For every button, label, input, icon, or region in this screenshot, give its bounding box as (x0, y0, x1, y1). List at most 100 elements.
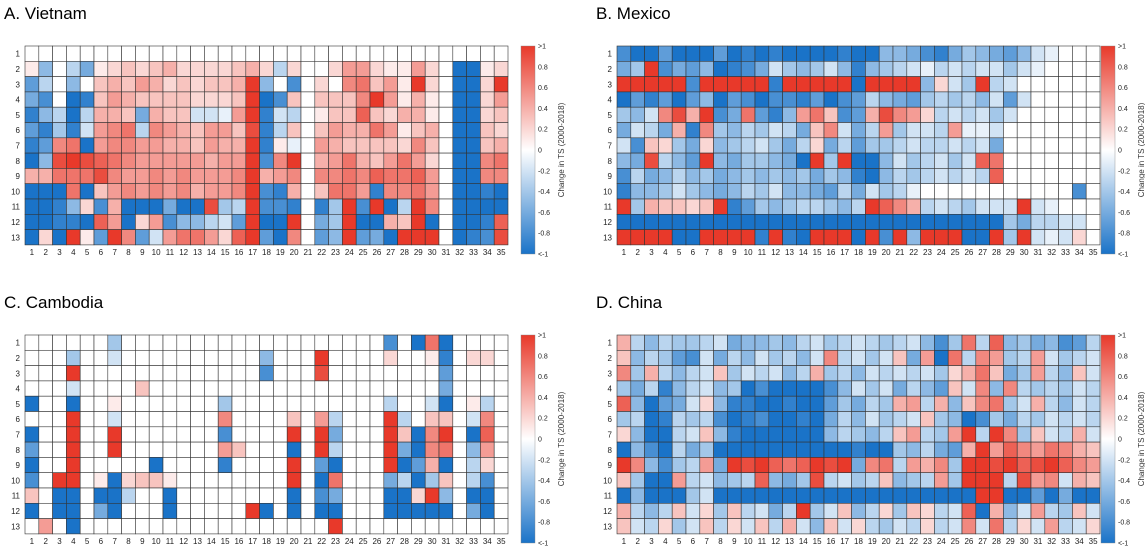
heatmap-cell (121, 106, 136, 123)
heatmap-cell (79, 334, 95, 351)
heatmap-cell (204, 334, 219, 351)
heatmap-cell (369, 91, 385, 108)
heatmap-cell (1030, 380, 1046, 397)
heatmap-cell (493, 380, 509, 397)
heatmap-cell (286, 395, 302, 412)
heatmap-cell (740, 76, 756, 93)
heatmap-cell (1044, 365, 1059, 382)
heatmap-cell (66, 426, 81, 443)
heatmap-cell (355, 45, 371, 62)
heatmap-cell (906, 229, 921, 246)
heatmap-cell (713, 395, 728, 412)
heatmap-cell (24, 168, 40, 184)
heatmap-cell (934, 45, 949, 62)
heatmap-cell (878, 45, 894, 62)
heatmap-cell (685, 91, 701, 108)
heatmap-cell (644, 518, 659, 535)
heatmap-cell (878, 457, 894, 473)
heatmap-cell (961, 60, 977, 77)
heatmap-cell (217, 198, 233, 215)
heatmap-cell (38, 137, 53, 154)
heatmap-cell (699, 229, 714, 246)
heatmap-cell (397, 334, 412, 351)
colorbar-tick-label: -0.2 (1118, 457, 1130, 464)
heatmap-cell (685, 487, 701, 504)
heatmap-cell (892, 60, 908, 77)
heatmap-cell (906, 334, 921, 351)
heatmap-cell (1058, 168, 1073, 184)
heatmap-cell (920, 122, 935, 139)
heatmap-cell (383, 229, 398, 246)
heatmap-cell (121, 426, 136, 443)
heatmap-cell (740, 349, 756, 366)
heatmap-cell (493, 441, 509, 458)
col-tick-label: 3 (57, 248, 62, 257)
heatmap-cell (892, 365, 908, 382)
heatmap-cell (644, 426, 659, 443)
heatmap-cell (286, 472, 302, 489)
heatmap-cell (383, 45, 398, 62)
heatmap-cell (148, 487, 164, 504)
row-tick-label: 4 (16, 96, 21, 105)
heatmap-cell (989, 365, 1004, 382)
heatmap-cell (162, 380, 178, 397)
heatmap-cell (286, 152, 302, 169)
heatmap-cell (52, 76, 67, 93)
col-tick-label: 30 (428, 537, 437, 546)
heatmap-cell (1003, 518, 1018, 535)
heatmap-cell (231, 502, 247, 519)
heatmap-cell (920, 518, 935, 535)
heatmap-cell (369, 457, 385, 473)
heatmap-cell (300, 106, 316, 123)
heatmap-cell (1003, 106, 1018, 123)
heatmap-cell (190, 137, 205, 154)
heatmap-cell (671, 214, 687, 230)
heatmap-cell (286, 426, 302, 443)
heatmap-cell (1030, 137, 1046, 154)
heatmap-cell (1016, 472, 1032, 489)
heatmap-cell (438, 60, 454, 77)
heatmap-cell (24, 502, 40, 519)
col-tick-label: 5 (85, 248, 90, 257)
heatmap-cell (438, 441, 454, 458)
heatmap-cell (740, 122, 756, 139)
heatmap-cell (920, 168, 935, 184)
heatmap-cell (713, 457, 728, 473)
heatmap-cell (66, 198, 81, 215)
col-tick-label: 14 (799, 537, 808, 546)
col-tick-label: 7 (112, 248, 117, 257)
heatmap-cell (671, 472, 687, 489)
col-tick-label: 8 (126, 537, 131, 546)
heatmap-cell (837, 168, 852, 184)
heatmap-cell (190, 472, 205, 489)
heatmap-cell (768, 152, 783, 169)
heatmap-cell (865, 91, 880, 108)
heatmap-cell (411, 349, 426, 366)
heatmap-cell (452, 334, 467, 351)
heatmap-cell (934, 168, 949, 184)
heatmap-cell (493, 168, 509, 184)
heatmap-cell (493, 349, 509, 366)
heatmap-cell (493, 334, 509, 351)
heatmap-cell (383, 518, 398, 535)
heatmap-cell (438, 487, 454, 504)
heatmap-cell (1030, 349, 1046, 366)
heatmap-cell (1044, 91, 1059, 108)
heatmap-cell (685, 426, 701, 443)
heatmap-cell (369, 518, 385, 535)
heatmap-cell (328, 502, 343, 519)
heatmap-cell (424, 395, 440, 412)
row-tick-label: 5 (16, 400, 21, 409)
heatmap-cell (1072, 60, 1087, 77)
heatmap-cell (397, 60, 412, 77)
heatmap-cell (217, 183, 233, 200)
heatmap-cell (865, 426, 880, 443)
heatmap-cell (52, 60, 67, 77)
heatmap-cell (906, 60, 921, 77)
heatmap-cell (204, 380, 219, 397)
heatmap-cell (616, 229, 632, 246)
colorbar-tick-label: 0.8 (538, 353, 548, 360)
heatmap-cell (273, 198, 288, 215)
heatmap-cell (906, 487, 921, 504)
heatmap-cell (162, 518, 178, 535)
